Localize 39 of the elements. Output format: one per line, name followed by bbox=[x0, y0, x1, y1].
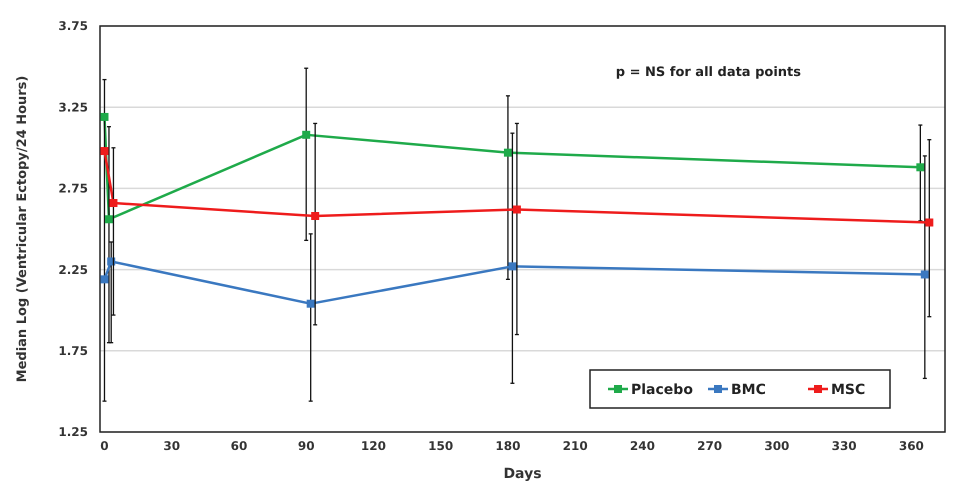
x-tick-label: 180 bbox=[495, 439, 520, 453]
point bbox=[311, 212, 320, 220]
point bbox=[916, 163, 924, 172]
legend-label: Placebo bbox=[631, 382, 694, 398]
y-tick-label: 1.75 bbox=[58, 344, 88, 358]
annotation: p = NS for all data points bbox=[616, 65, 802, 80]
y-axis-title: Median Log (Ventricular Ectopy/24 Hours) bbox=[15, 76, 30, 382]
x-tick-label: 210 bbox=[562, 439, 588, 453]
y-tick-label: 2.75 bbox=[58, 182, 88, 196]
x-tick-label: 240 bbox=[630, 439, 655, 453]
point bbox=[508, 262, 516, 270]
x-tick-label: 60 bbox=[230, 439, 248, 453]
point bbox=[109, 199, 118, 208]
x-tick-label: 150 bbox=[428, 439, 454, 453]
point bbox=[512, 206, 521, 214]
y-tick-label: 3.25 bbox=[58, 100, 88, 114]
point bbox=[100, 112, 108, 121]
x-tick-label: 270 bbox=[697, 439, 722, 453]
x-tick-label: 0 bbox=[100, 439, 109, 453]
point bbox=[920, 270, 929, 278]
point bbox=[100, 147, 108, 156]
y-tick-label: 2.25 bbox=[58, 262, 88, 277]
point bbox=[925, 218, 934, 227]
x-tick-label: 330 bbox=[832, 439, 857, 453]
x-tick-label: 30 bbox=[163, 439, 180, 453]
point bbox=[504, 148, 512, 157]
legend-label: BMC bbox=[731, 382, 766, 398]
x-tick-label: 120 bbox=[360, 439, 386, 453]
point bbox=[104, 215, 113, 224]
x-tick-label: 300 bbox=[764, 439, 790, 453]
y-tick-label: 3.75 bbox=[58, 19, 88, 34]
x-tick-label: 90 bbox=[298, 439, 315, 453]
x-tick-label: 360 bbox=[898, 439, 924, 453]
point bbox=[302, 130, 310, 139]
point bbox=[306, 300, 315, 308]
legend-label: MSC bbox=[831, 382, 866, 398]
point bbox=[100, 275, 108, 284]
x-axis-title: Days bbox=[503, 466, 542, 482]
y-tick-label: 1.25 bbox=[58, 425, 88, 440]
